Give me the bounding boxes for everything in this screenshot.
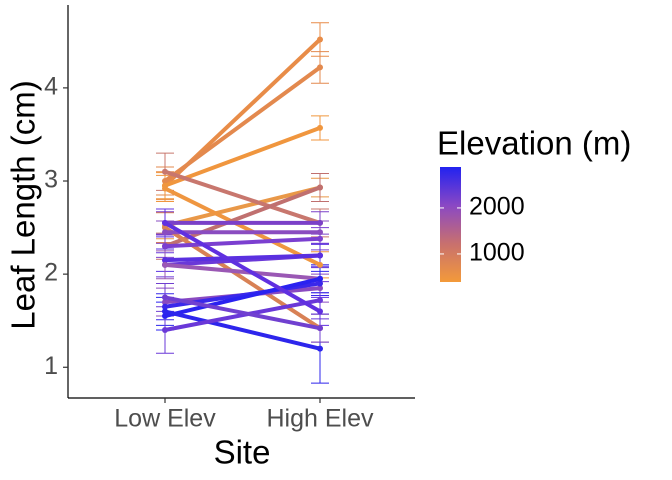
point	[162, 327, 168, 334]
point	[162, 299, 168, 306]
series-line	[163, 236, 322, 249]
legend-title: Elevation (m)	[437, 125, 631, 162]
point	[317, 325, 323, 332]
point	[317, 235, 323, 242]
series-line	[163, 220, 322, 314]
point	[162, 303, 168, 310]
y-tick-label: 1	[44, 352, 58, 380]
series-line	[163, 309, 322, 351]
point	[162, 294, 168, 301]
series-line	[163, 169, 322, 225]
point	[317, 184, 323, 191]
colorbar-tick-label: 2000	[469, 193, 525, 221]
point	[162, 219, 168, 226]
point	[162, 313, 168, 320]
point	[162, 257, 168, 264]
series-line	[163, 186, 322, 267]
point	[162, 168, 168, 175]
point	[317, 297, 323, 304]
point	[317, 261, 323, 268]
point	[317, 219, 323, 226]
point	[162, 178, 168, 185]
x-tick-label: High Elev	[267, 405, 374, 433]
point	[317, 285, 323, 292]
series-line	[163, 262, 322, 281]
series-line	[163, 298, 322, 333]
point	[162, 185, 168, 192]
point	[317, 252, 323, 259]
point	[162, 308, 168, 315]
point	[317, 64, 323, 71]
colorbar	[440, 167, 461, 282]
x-tick-label: Low Elev	[114, 405, 216, 433]
point	[317, 275, 323, 282]
point	[162, 261, 168, 268]
point	[317, 345, 323, 352]
point	[162, 243, 168, 250]
y-tick-label: 3	[44, 166, 58, 194]
series-line	[163, 295, 322, 331]
series-line	[163, 253, 322, 263]
point	[317, 280, 323, 287]
series-line	[163, 125, 322, 188]
series-line	[163, 276, 322, 319]
x-axis-title: Site	[214, 434, 271, 471]
y-tick-label: 2	[44, 259, 58, 287]
point	[317, 36, 323, 43]
point	[162, 229, 168, 236]
colorbar-tick-label: 1000	[469, 239, 525, 267]
series-line	[163, 185, 322, 228]
point	[317, 308, 323, 315]
point	[317, 124, 323, 131]
y-axis-title: Leaf Length (cm)	[5, 80, 42, 329]
series-line	[163, 65, 322, 184]
y-tick-label: 4	[44, 72, 58, 100]
point	[317, 229, 323, 236]
